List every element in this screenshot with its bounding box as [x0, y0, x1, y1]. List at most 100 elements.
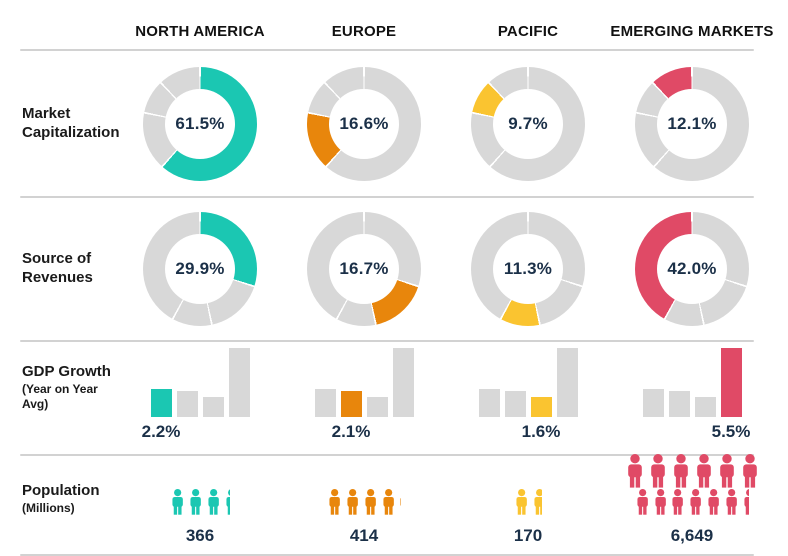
gdp-bar [694, 397, 716, 417]
person-icon-row [635, 489, 750, 515]
bar-value: 5.5% [711, 422, 751, 441]
row-label-text: GDP Growth [22, 363, 111, 381]
row-population: Population (Millions) 366 414 170 6,649 [0, 454, 774, 554]
person-icon [637, 489, 648, 515]
person-icon [516, 489, 528, 515]
cell-population-europe: 414 [282, 489, 446, 554]
person-icon [347, 489, 358, 515]
gdp-bar [530, 397, 552, 417]
donut-value: 61.5% [175, 113, 225, 133]
person-icon [719, 454, 734, 488]
donut-chart-market-cap-pacific: 9.7% [471, 66, 585, 181]
cell-gdp-emerging-markets: 5.5% [610, 348, 774, 448]
cell-gdp-europe: 2.1% [282, 348, 446, 448]
column-header-emerging-markets: EMERGING MARKETS [610, 23, 774, 40]
cell-gdp-north-america: 2.2% [118, 348, 282, 448]
row-sublabel-text: (Year on Year Avg) [22, 381, 98, 412]
person-icon [365, 489, 376, 515]
cell-market-cap-europe: 16.6% [282, 66, 446, 181]
donut-chart-market-cap-north-america: 61.5% [143, 66, 257, 181]
row-label-text: Market Capitalization [22, 104, 120, 141]
divider [20, 454, 754, 456]
person-icon [190, 489, 201, 515]
bar-chart-gdp-north-america: 2.2% [142, 348, 250, 441]
gdp-bar [366, 397, 388, 417]
person-icon [655, 489, 666, 515]
donut-hole: 11.3% [493, 234, 563, 304]
column-header-north-america: NORTH AMERICA [135, 23, 265, 40]
gdp-bar [556, 348, 578, 417]
person-icon [398, 489, 400, 515]
bar-chart-gdp-pacific: 1.6% [478, 348, 578, 441]
cell-market-cap-north-america: 61.5% [118, 66, 282, 181]
donut-hole: 29.9% [165, 234, 235, 304]
bar-value: 1.6% [521, 422, 561, 441]
cell-market-cap-emerging-markets: 12.1% [610, 66, 774, 181]
person-icon [708, 489, 719, 515]
person-icon [673, 454, 688, 488]
person-icon [744, 489, 750, 515]
donut-value: 9.7% [508, 113, 548, 133]
partial-person-icon [742, 489, 750, 515]
donut-hole: 12.1% [657, 88, 727, 159]
donut-value: 12.1% [667, 113, 717, 133]
divider [20, 554, 754, 556]
row-label-gdp-growth: GDP Growth (Year on Year Avg) [0, 363, 118, 413]
person-icon [696, 454, 711, 488]
person-icon [225, 489, 230, 515]
person-icon-row [327, 489, 400, 515]
person-icon [726, 489, 737, 515]
column-header-pacific: PACIFIC [497, 23, 559, 40]
gdp-bar [340, 391, 362, 417]
pictogram-population-north-america [170, 489, 230, 515]
row-gdp-growth: GDP Growth (Year on Year Avg) 2.2% 2.1% … [0, 342, 774, 454]
gdp-bar [478, 389, 500, 417]
divider [20, 340, 754, 342]
person-icon [172, 489, 183, 515]
partial-person-icon [398, 489, 400, 515]
donut-value: 42.0% [667, 259, 717, 278]
donut-value: 11.3% [503, 259, 553, 278]
person-icon [329, 489, 341, 515]
donut-value: 29.9% [175, 259, 225, 278]
partial-person-icon [532, 489, 542, 515]
row-label-text: Source of Revenues [22, 250, 93, 286]
gdp-bar [176, 391, 198, 417]
gdp-bar [150, 389, 172, 417]
cell-revenues-north-america: 29.9% [118, 212, 282, 326]
column-header-europe: EUROPE [331, 23, 397, 40]
person-icon [650, 454, 665, 488]
donut-hole: 16.6% [329, 88, 399, 159]
header-row: NORTH AMERICA EUROPE PACIFIC EMERGING MA… [0, 0, 774, 49]
row-source-of-revenues: Source of Revenues 29.9% 16.7% 11.3% [0, 198, 774, 340]
person-icon [383, 489, 394, 515]
cell-revenues-pacific: 11.3% [446, 212, 610, 326]
partial-person-icon [224, 489, 230, 515]
cell-revenues-emerging-markets: 42.0% [610, 212, 774, 326]
donut-chart-market-cap-europe: 16.6% [307, 66, 421, 181]
cell-population-pacific: 170 [446, 489, 610, 554]
pictogram-population-europe [327, 489, 400, 515]
person-icon-row [170, 489, 230, 515]
person-icon [672, 489, 684, 515]
person-icon [690, 489, 702, 515]
person-icon-row-large [625, 454, 760, 488]
row-sublabel-text: (Millions) [22, 500, 75, 515]
row-market-capitalization: Market Capitalization 61.5% 16.6% 9.7% [0, 51, 774, 196]
person-icon [742, 454, 757, 488]
row-label-text: Population [22, 481, 100, 499]
gdp-bar [720, 348, 742, 417]
donut-chart-revenues-north-america: 29.9% [143, 212, 257, 326]
donut-hole: 16.7% [329, 234, 399, 304]
gdp-bar [314, 389, 336, 417]
gdp-bar [642, 389, 664, 417]
gdp-bar [504, 391, 526, 417]
pictogram-population-emerging-markets [625, 454, 760, 515]
gdp-bar [392, 348, 414, 417]
gdp-bar [668, 391, 690, 417]
donut-hole: 42.0% [657, 234, 727, 304]
divider [20, 49, 754, 51]
bar-value: 2.2% [141, 422, 181, 441]
donut-hole: 9.7% [493, 88, 563, 159]
